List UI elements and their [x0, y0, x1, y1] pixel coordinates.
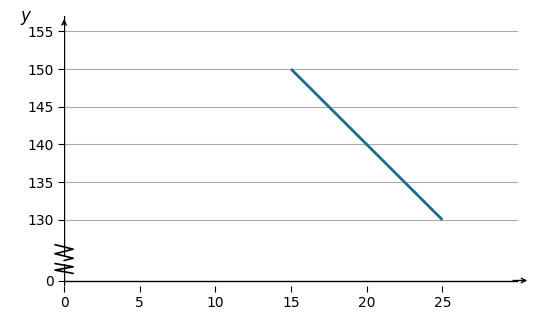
Text: y: y — [21, 7, 31, 25]
